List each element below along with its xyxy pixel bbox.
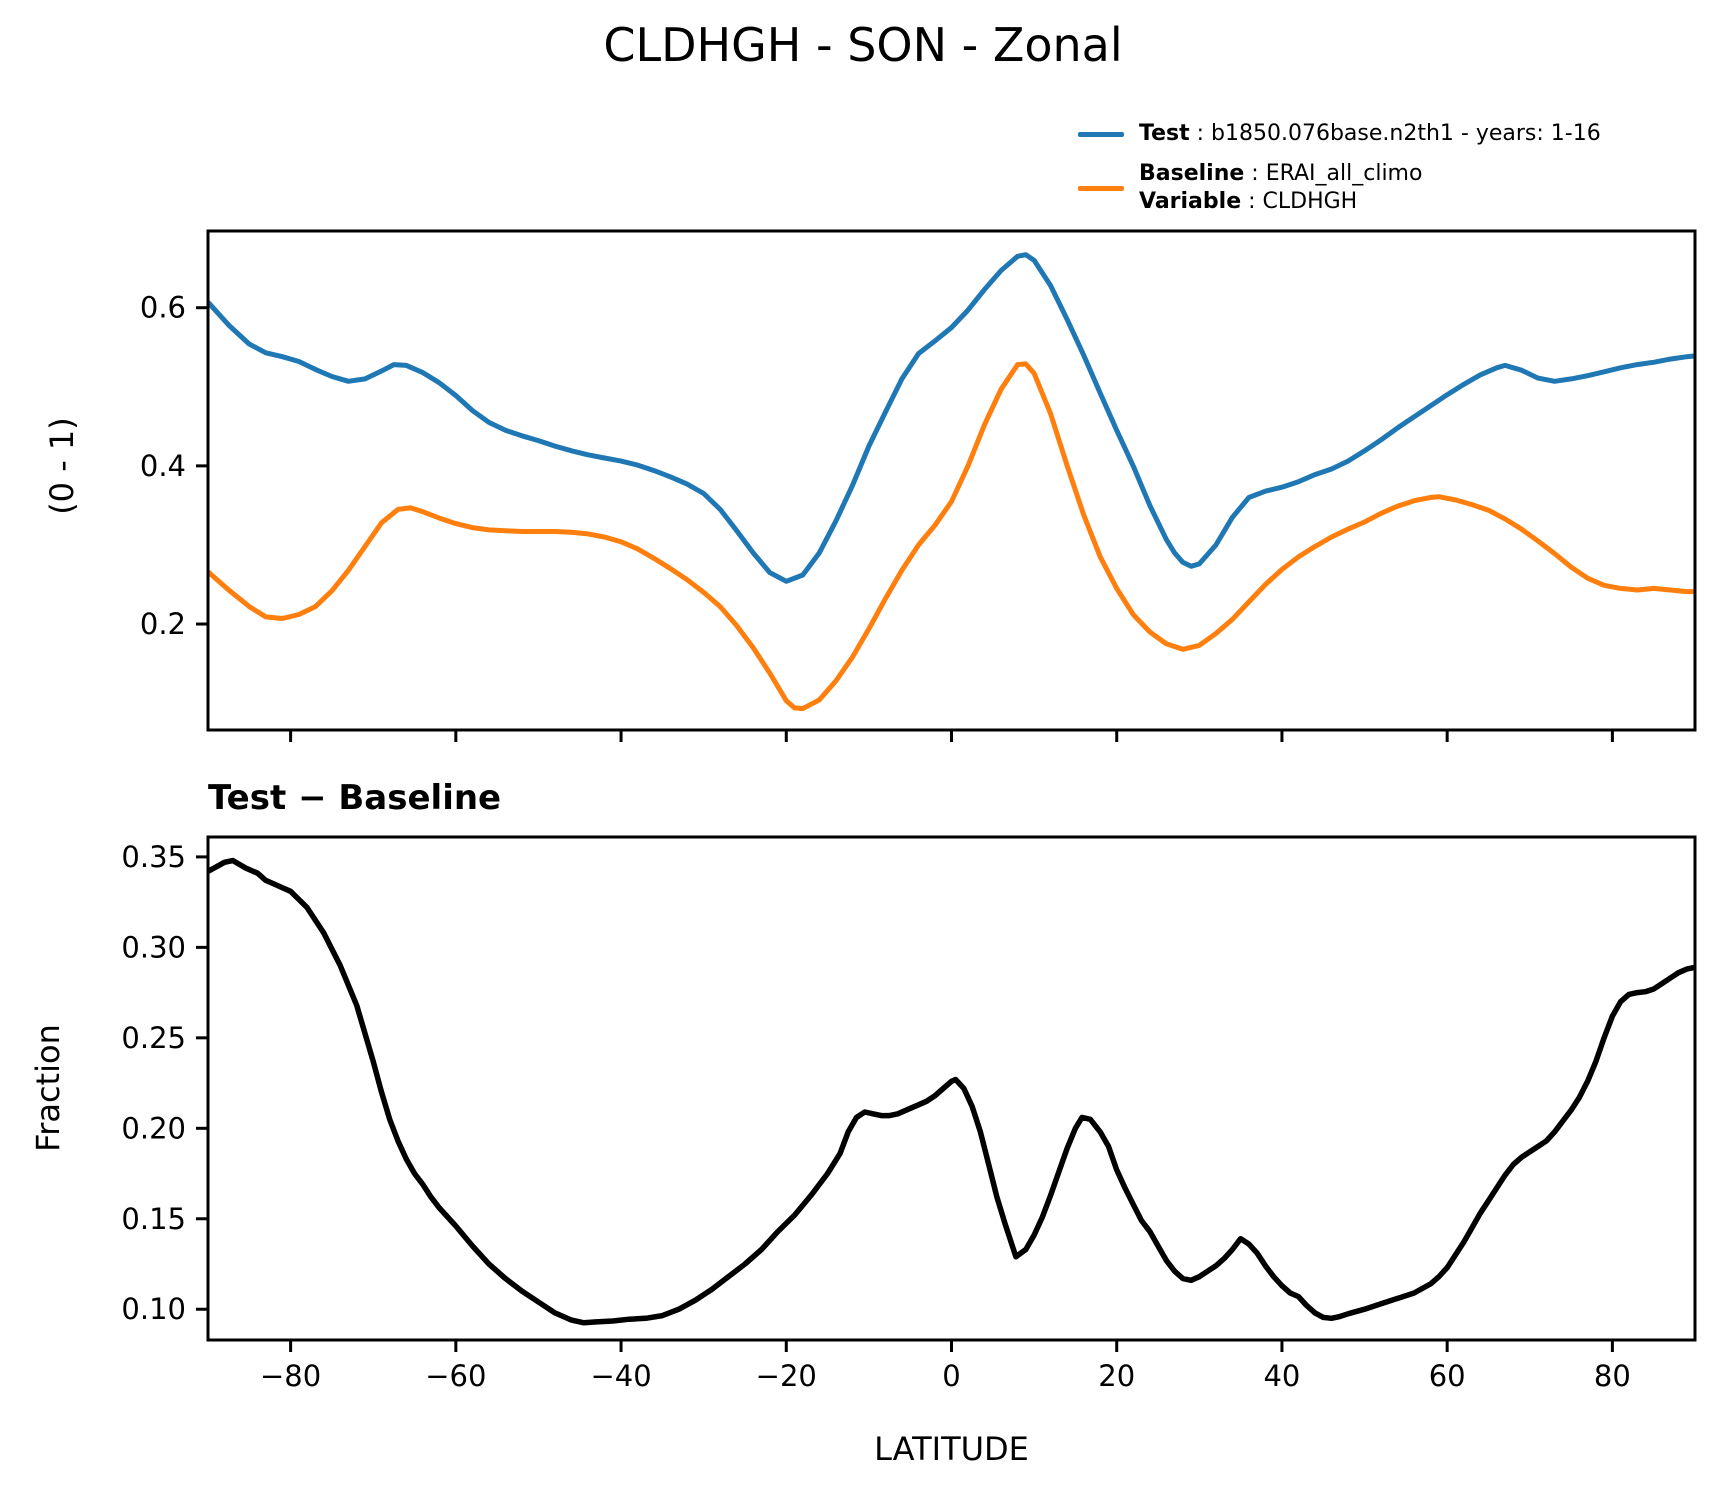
bottom-chart-y-tick-label: 0.15	[121, 1202, 186, 1236]
top-chart-y-tick-label: 0.2	[140, 607, 186, 641]
top-chart-y-axis-label: (0 - 1)	[43, 417, 81, 515]
test-series-line	[206, 252, 1696, 584]
bottom-chart-x-tick-label: −40	[590, 1359, 651, 1393]
x-axis-label: LATITUDE	[874, 1430, 1029, 1468]
legend-variable-line: Variable : CLDHGH	[1139, 188, 1422, 216]
top-chart-axes-frame	[206, 229, 1697, 732]
bottom-chart-y-tick-label: 0.25	[121, 1021, 186, 1055]
bottom-chart-y-tick-label: 0.10	[121, 1292, 186, 1326]
bottom-chart-x-tick-label: 0	[942, 1359, 960, 1393]
top-chart-y-tick-label: 0.4	[140, 449, 186, 483]
legend-variable-label: Variable	[1139, 189, 1242, 214]
test-baseline-series-line	[206, 857, 1696, 1326]
legend-baseline-value: : ERAI_all_climo	[1244, 161, 1423, 186]
baseline-line-swatch	[1078, 185, 1124, 191]
legend-test-value: : b1850.076base.n2th1 - years: 1-16	[1189, 121, 1601, 146]
bottom-chart-x-tick-label: 80	[1594, 1359, 1631, 1393]
bottom-chart-x-tick-label: −80	[260, 1359, 321, 1393]
legend-entry-test-text: Test : b1850.076base.n2th1 - years: 1-16	[1139, 120, 1601, 148]
top-chart-y-tick-label: 0.6	[140, 291, 186, 325]
legend-entry-baseline-text: Baseline : ERAI_all_climo Variable : CLD…	[1139, 160, 1422, 216]
legend: Test : b1850.076base.n2th1 - years: 1-16…	[1078, 120, 1601, 216]
bottom-chart-axes-frame	[206, 835, 1697, 1342]
bottom-chart: 0.35 0.30 0.25 0.20 0.15 0.10 −80 −60 −40 −20 0 20 4…	[121, 835, 1697, 1393]
bottom-chart-y-tick-label: 0.35	[121, 840, 186, 874]
figure-title: CLDHGH - SON - Zonal	[603, 18, 1123, 72]
bottom-chart-x-tick-label: −20	[756, 1359, 817, 1393]
legend-baseline-label: Baseline	[1139, 161, 1245, 186]
bottom-chart-x-tick-label: −60	[425, 1359, 486, 1393]
bottom-chart-title: Test − Baseline	[208, 778, 502, 818]
legend-entry-baseline: Baseline : ERAI_all_climo Variable : CLD…	[1078, 160, 1601, 216]
bottom-chart-y-tick-label: 0.30	[121, 930, 186, 964]
bottom-chart-x-tick-label: 20	[1098, 1359, 1135, 1393]
bottom-chart-y-tick-label: 0.20	[121, 1111, 186, 1145]
legend-variable-value: : CLDHGH	[1241, 189, 1358, 214]
top-chart: 0.6 0.4 0.2	[140, 229, 1697, 742]
baseline-series-line	[206, 361, 1695, 712]
bottom-chart-x-tick-label: 40	[1263, 1359, 1300, 1393]
legend-test-label: Test	[1139, 121, 1190, 146]
legend-baseline-line: Baseline : ERAI_all_climo	[1139, 160, 1422, 188]
bottom-chart-x-tick-label: 60	[1429, 1359, 1466, 1393]
bottom-chart-y-axis-label: Fraction	[29, 1024, 67, 1152]
legend-entry-test: Test : b1850.076base.n2th1 - years: 1-16	[1078, 120, 1601, 148]
test-line-swatch	[1078, 131, 1124, 137]
